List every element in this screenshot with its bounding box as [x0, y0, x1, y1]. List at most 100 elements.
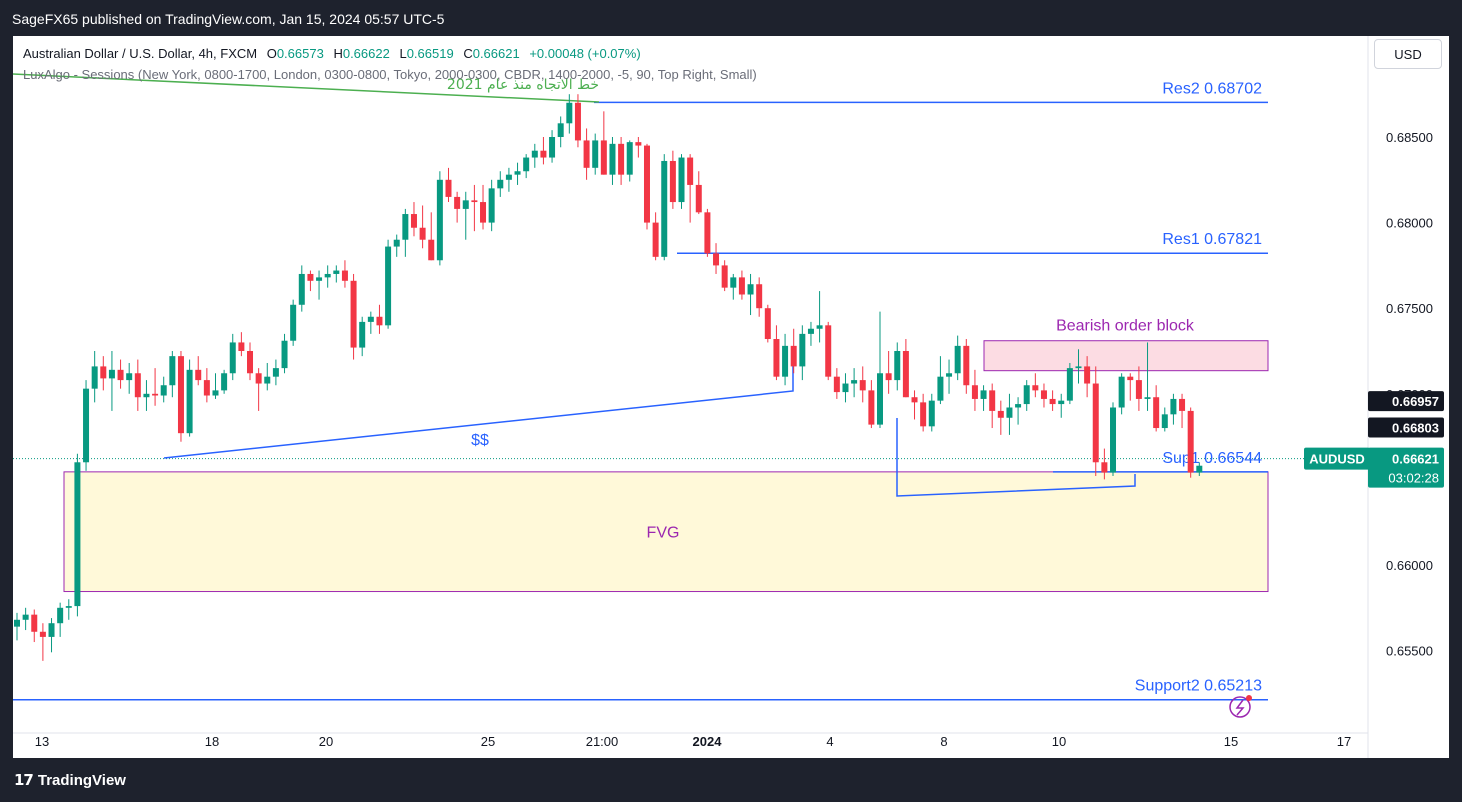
liquidity-label: $$ [471, 432, 489, 449]
candle-up [436, 179, 443, 261]
trendline-label: خط الاتجاه منذ عام 2021 [447, 77, 599, 93]
candle-up [799, 333, 806, 367]
candle-up [531, 150, 538, 158]
candle-up [1075, 366, 1082, 369]
x-tick-label: 8 [940, 734, 947, 749]
tradingview-logo[interactable]: 17 TradingView [14, 771, 126, 789]
candle-down [833, 376, 840, 393]
high-label: H [333, 46, 343, 61]
candle-up [281, 340, 288, 369]
price-tag-label: 0.66957 [1392, 394, 1439, 409]
candle-up [816, 325, 823, 329]
candle-up [74, 462, 81, 607]
candle-down [1187, 410, 1194, 473]
current-price-tag-bg [1368, 447, 1444, 488]
candle-up [1058, 400, 1065, 405]
candle-down [721, 265, 728, 288]
candle-up [730, 277, 737, 288]
candle-down [687, 157, 694, 185]
level-label: Res1 0.67821 [1162, 231, 1262, 248]
candle-down [600, 140, 607, 175]
candle-up [937, 376, 944, 401]
x-tick-label: 4 [826, 734, 833, 749]
candle-up [1023, 385, 1030, 405]
publisher-text: SageFX65 published on TradingView.com, J… [12, 11, 445, 27]
brand-name: TradingView [37, 772, 126, 789]
candle-down [1040, 390, 1047, 399]
candle-up [14, 619, 20, 627]
candle-down [704, 212, 711, 254]
currency-button[interactable]: USD [1374, 39, 1442, 69]
candle-up [1144, 397, 1151, 399]
candle-down [39, 631, 46, 637]
candle-down [247, 351, 254, 374]
candle-down [307, 273, 314, 281]
candle-up [83, 388, 90, 463]
price-tag-label: 0.66803 [1392, 421, 1439, 436]
y-tick-label: 0.68000 [1386, 216, 1433, 231]
candle-down [574, 102, 581, 141]
candle-down [1135, 380, 1142, 399]
x-tick-label: 15 [1224, 734, 1238, 749]
candle-up [169, 356, 176, 386]
alert-dot [1246, 695, 1252, 701]
candle-up [229, 342, 236, 374]
candle-up [316, 277, 323, 281]
candle-up [1006, 407, 1013, 418]
close-label: C [463, 46, 473, 61]
candle-down [100, 366, 107, 379]
lightning-icon [1229, 696, 1251, 718]
price-tag-bg [1368, 417, 1444, 438]
indicator-legend[interactable]: LuxAlgo - Sessions (New York, 0800-1700,… [23, 67, 757, 82]
price-chart[interactable]: FVG Bearish order block Res2 0.68702 Res1 0… [13, 36, 1449, 758]
candle-down [920, 402, 927, 427]
x-tick-label: 18 [205, 734, 219, 749]
candle-up [592, 140, 599, 168]
candle-down [152, 393, 159, 396]
candle-down [738, 277, 745, 295]
candle-down [1153, 397, 1160, 429]
candle-down [868, 390, 875, 425]
candle-up [1170, 398, 1177, 415]
tradingview-logo-icon: 17 [14, 771, 34, 789]
candle-down [428, 239, 435, 261]
liquidity-line-lower [896, 418, 1136, 497]
candle-up [126, 373, 133, 381]
candle-up [65, 606, 72, 608]
candle-down [911, 397, 918, 403]
candle-up [91, 366, 98, 389]
chart-panel[interactable]: FVG Bearish order block Res2 0.68702 Res1 0… [13, 36, 1449, 758]
candle-down [695, 184, 702, 213]
lightning-icon-bolt [1235, 699, 1245, 716]
candle-down [1101, 462, 1108, 473]
candle-up [661, 160, 668, 257]
candle-down [480, 202, 487, 223]
candle-up [367, 316, 374, 322]
bearish-order-block [983, 340, 1269, 372]
candle-up [272, 368, 279, 377]
candle-down [177, 356, 184, 434]
fvg-zone [63, 471, 1269, 593]
candle-up [186, 369, 193, 434]
candle-down [790, 345, 797, 367]
close-value: 0.66621 [472, 46, 520, 61]
candle-down [195, 369, 202, 381]
candle-down [825, 325, 832, 377]
candle-down [1092, 383, 1099, 463]
candle-up [221, 373, 228, 391]
low-label: L [399, 46, 407, 61]
candle-up [497, 179, 504, 189]
liquidity-line-upper [163, 363, 794, 459]
candle-up [324, 273, 331, 278]
candle-down [1084, 366, 1091, 384]
candle-up [22, 614, 29, 620]
candle-up [264, 376, 271, 384]
low-value: 0.66519 [406, 46, 454, 61]
candle-down [419, 227, 426, 240]
y-tick-label: 0.66000 [1386, 558, 1433, 573]
candle-down [583, 140, 590, 168]
fvg-label: FVG [647, 525, 680, 542]
trendline-2021 [13, 73, 600, 103]
candle-up [1066, 368, 1073, 401]
high-value: 0.66622 [342, 46, 390, 61]
